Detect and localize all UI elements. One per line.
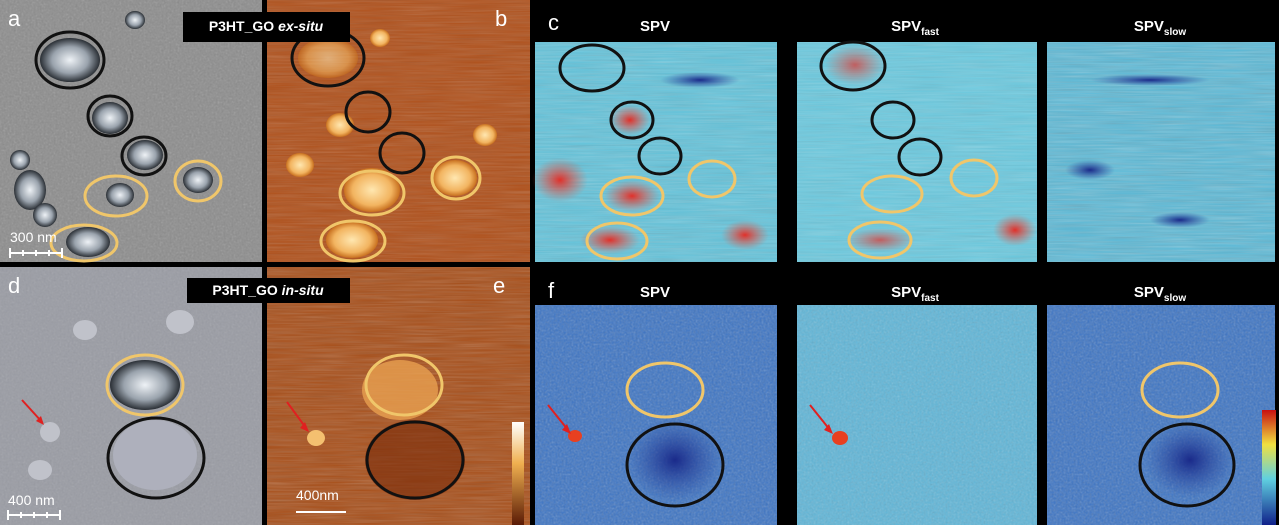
panel-label: f [548, 278, 555, 303]
panel-e: e 400nm [267, 267, 530, 525]
panel-c: c [532, 10, 1275, 262]
spv-title: SPVslow [1134, 284, 1186, 304]
spv-title: SPV [640, 284, 670, 301]
panel-f: f [535, 278, 1276, 525]
panel-label: a [8, 6, 21, 31]
panel-label: e [493, 273, 505, 298]
spv-title: SPV [640, 18, 670, 35]
spv-title: SPVfast [891, 18, 939, 38]
scale-bar-label: 400nm [296, 487, 339, 503]
figure: a 300 nm b P3HT_GO ex-situ d 400 nm e 40… [0, 0, 1279, 525]
panel-d: d 400 nm [0, 267, 262, 525]
row-title: P3HT_GO in-situ [212, 282, 324, 298]
panel-label: c [548, 10, 559, 35]
scale-bar-label: 300 nm [10, 229, 57, 245]
scale-bar-label: 400 nm [8, 492, 55, 508]
title-top: P3HT_GO ex-situ [183, 12, 350, 42]
panel-label: b [495, 6, 507, 31]
title-bottom: P3HT_GO in-situ [187, 278, 350, 303]
row-title: P3HT_GO ex-situ [209, 18, 324, 34]
spv-title: SPVslow [1134, 18, 1186, 38]
spv-title: SPVfast [891, 284, 939, 304]
panel-label: d [8, 273, 20, 298]
